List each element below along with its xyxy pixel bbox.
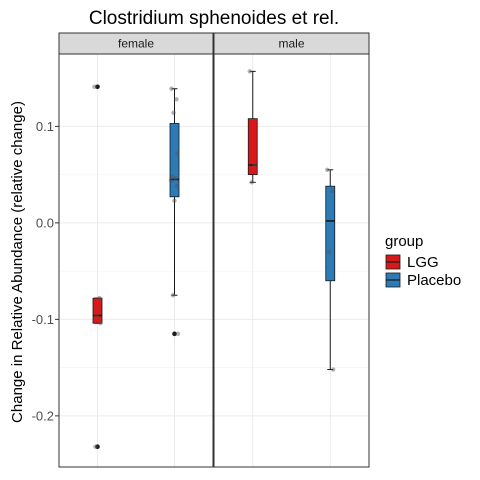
data-point (175, 331, 181, 337)
data-point (247, 69, 252, 74)
data-point (252, 162, 257, 168)
data-point (92, 84, 97, 90)
panel-background (59, 54, 213, 467)
data-point (330, 188, 335, 194)
chart-title: Clostridium sphenoides et rel. (89, 8, 339, 29)
data-point (168, 178, 174, 183)
data-point (170, 174, 175, 179)
box-placebo (169, 123, 180, 198)
data-point (94, 313, 99, 318)
data-point (172, 198, 177, 203)
facet-strip (58, 32, 214, 55)
data-point (93, 444, 98, 449)
box-lgg (92, 297, 103, 324)
facet-strip-label: male (278, 37, 304, 51)
data-point (169, 86, 174, 91)
box-lgg (247, 118, 258, 176)
data-point (170, 293, 176, 298)
facet-strip (213, 32, 370, 55)
outlier-point (172, 331, 177, 337)
y-tick-label: -0.1 (32, 312, 54, 327)
data-point (98, 321, 103, 326)
data-point (174, 183, 180, 189)
outlier-point (95, 444, 100, 450)
plot-area: -0.2 -0.1 0.0 0.1 female male (32, 32, 370, 468)
data-point (331, 367, 336, 372)
outlier-point (95, 84, 100, 90)
data-point (97, 295, 102, 301)
data-point (173, 176, 178, 181)
y-axis-title: Change in Relative Abundance (relative c… (9, 101, 26, 423)
facet-strip-label: female (118, 37, 154, 51)
data-point (171, 110, 176, 116)
data-point (325, 167, 330, 172)
data-point (249, 180, 254, 185)
legend-title: group (385, 233, 423, 250)
y-tick-label: 0.0 (36, 215, 54, 230)
legend-label: LGG (407, 254, 439, 271)
legend-label: Placebo (407, 272, 461, 289)
box-placebo (325, 185, 336, 282)
data-point (175, 151, 180, 156)
y-tick-label: 0.1 (36, 119, 54, 134)
panel-background (214, 54, 369, 467)
data-point (327, 249, 332, 255)
data-point (174, 97, 179, 102)
y-tick-label: -0.2 (32, 408, 54, 423)
